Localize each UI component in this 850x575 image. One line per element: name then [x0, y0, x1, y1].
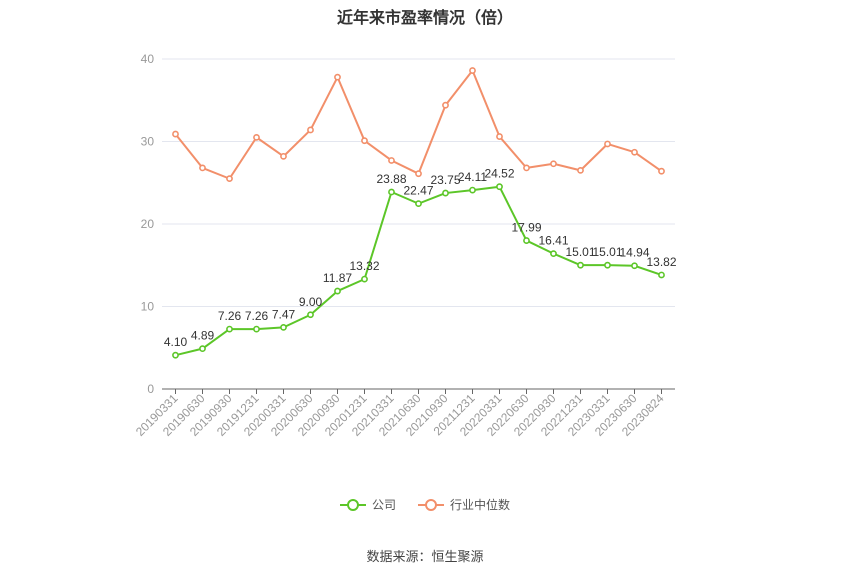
data-label: 4.10 [164, 335, 188, 349]
data-label: 11.87 [323, 271, 352, 285]
data-point-industry-median [523, 164, 530, 172]
data-point-industry-median [550, 160, 557, 168]
data-label: 7.26 [218, 309, 242, 323]
data-label: 7.47 [272, 307, 296, 321]
data-point-industry-median [577, 166, 584, 174]
data-point-industry-median [226, 175, 233, 183]
y-tick-label: 0 [147, 382, 154, 396]
data-point-industry-median [496, 133, 503, 140]
data-point-industry-median [172, 130, 179, 138]
data-source-note: 数据来源：恒生聚源 [366, 550, 484, 565]
data-point-industry-median [469, 67, 476, 74]
data-point-industry-median [388, 157, 395, 164]
data-point-company [226, 325, 233, 333]
data-point-industry-median [334, 73, 341, 81]
chart-title: 近年来市盈率情况（倍） [336, 8, 513, 27]
data-point-company [604, 261, 611, 269]
data-label: 15.01 [592, 245, 622, 259]
y-tick-label: 40 [141, 52, 155, 66]
data-point-company [496, 183, 503, 191]
data-point-industry-median [604, 140, 611, 148]
data-point-company [469, 186, 476, 194]
chart-legend: 公司 行业中位数 [0, 496, 850, 513]
data-label: 9.00 [299, 295, 323, 309]
data-label: 23.88 [376, 172, 406, 186]
data-label: 13.82 [646, 255, 676, 269]
legend-label-industry-median: 行业中位数 [450, 498, 511, 512]
y-tick-label: 30 [141, 135, 155, 149]
legend-item-company[interactable]: 公司 [339, 496, 396, 513]
data-label: 13.32 [349, 259, 379, 273]
data-label: 24.52 [484, 167, 514, 181]
data-point-industry-median [253, 133, 260, 141]
legend-swatch-company [339, 498, 366, 512]
data-point-company [199, 345, 206, 353]
data-point-company [658, 271, 665, 279]
data-point-industry-median [631, 148, 638, 156]
data-point-company [442, 189, 449, 197]
data-point-company [523, 237, 530, 244]
data-point-company [577, 261, 584, 269]
data-point-industry-median [361, 137, 368, 145]
legend-item-industry-median[interactable]: 行业中位数 [418, 496, 510, 513]
data-label: 14.94 [619, 246, 649, 260]
y-tick-label: 20 [141, 217, 155, 231]
data-point-industry-median [199, 164, 206, 172]
data-label: 7.26 [245, 309, 269, 323]
data-point-industry-median [442, 101, 449, 109]
legend-swatch-industry-median [418, 498, 444, 512]
data-point-industry-median [280, 152, 287, 160]
data-point-company [334, 287, 341, 295]
data-point-industry-median [415, 170, 422, 178]
data-point-company [415, 200, 422, 208]
data-point-company [388, 188, 395, 196]
series-line-industry-median [174, 69, 663, 180]
y-tick-label: 10 [141, 300, 155, 314]
data-label: 4.89 [191, 329, 215, 343]
pe-ratio-line-chart: 0102030402019033120190630201909302019123… [133, 52, 677, 439]
data-point-company [550, 250, 557, 258]
data-label: 17.99 [511, 221, 541, 235]
data-point-company [253, 325, 260, 333]
data-point-company [280, 323, 287, 331]
data-point-company [631, 262, 638, 270]
data-point-company [172, 351, 179, 359]
legend-label-company: 公司 [371, 498, 396, 512]
data-point-industry-median [658, 167, 665, 175]
data-label: 24.11 [458, 170, 487, 184]
data-label: 15.01 [565, 245, 595, 259]
data-label: 22.47 [403, 184, 433, 198]
data-label: 16.41 [538, 234, 568, 248]
data-point-industry-median [307, 126, 314, 134]
series-line-company [175, 185, 662, 357]
data-point-company [361, 275, 368, 283]
data-label: 23.75 [430, 173, 460, 187]
data-point-company [307, 311, 314, 319]
